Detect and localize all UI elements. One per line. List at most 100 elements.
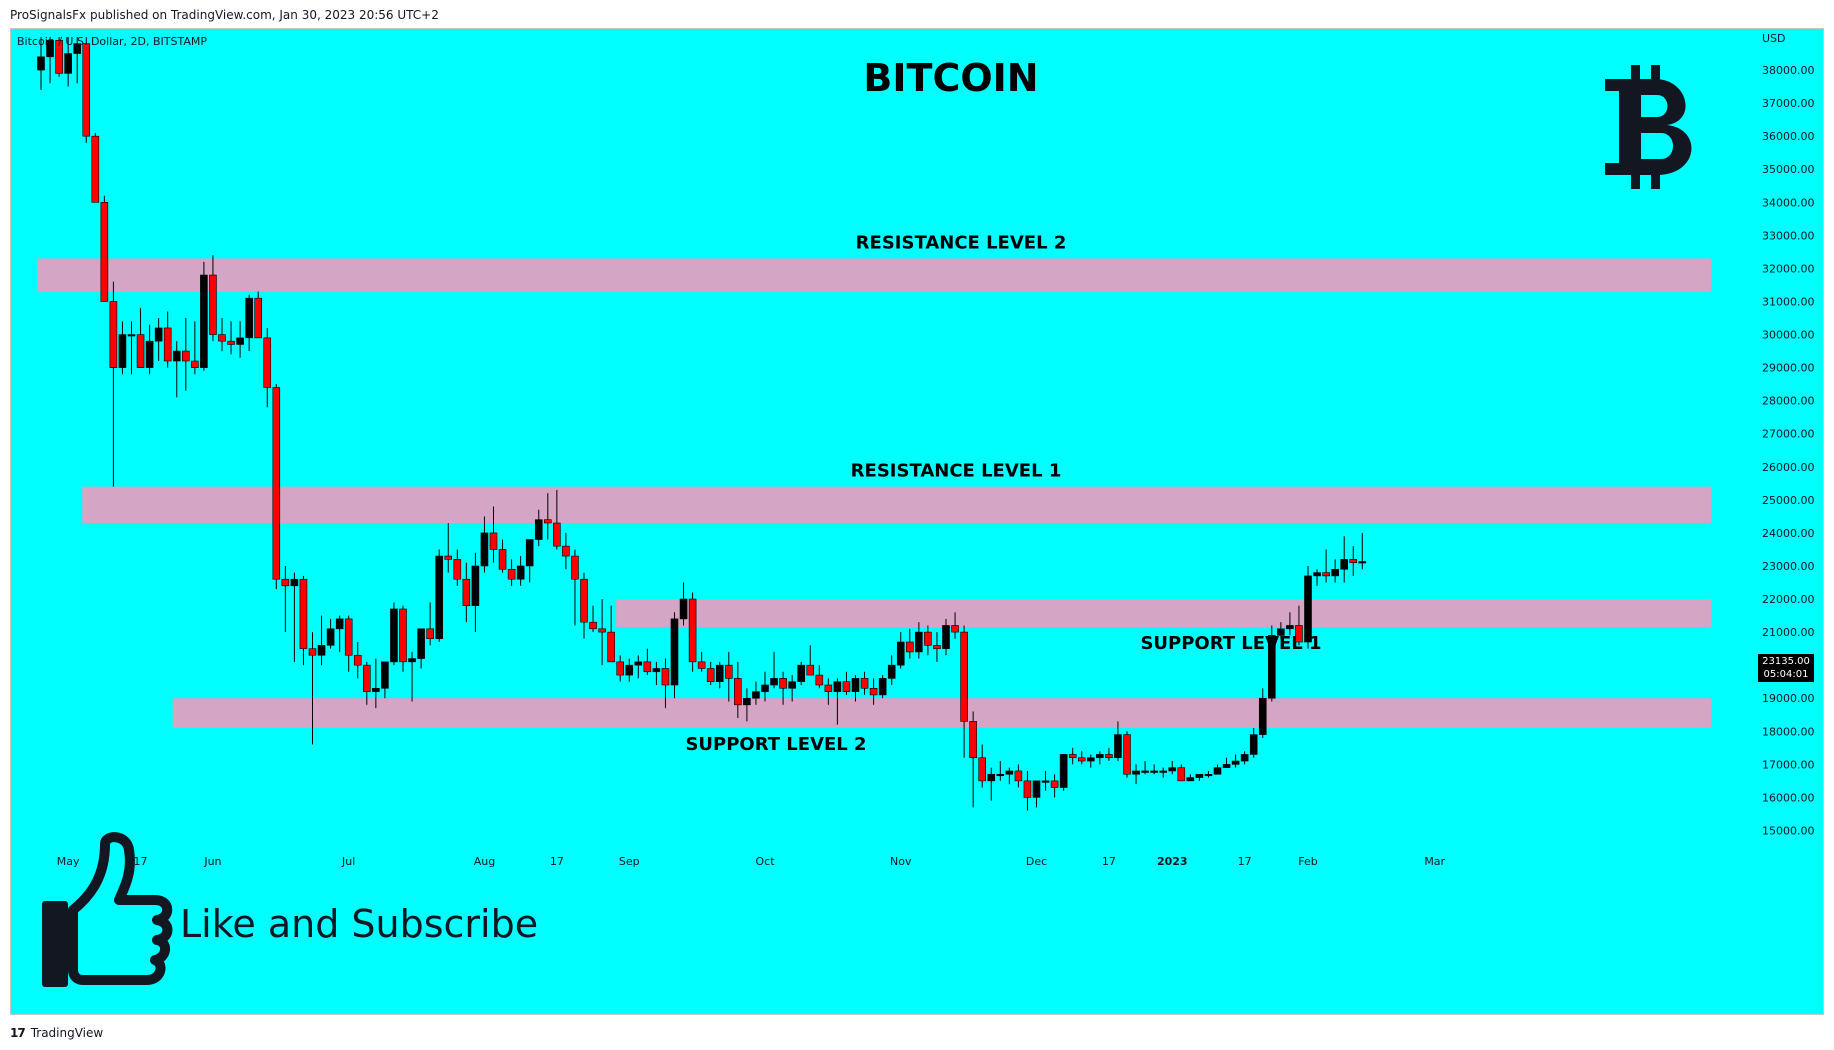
bar-countdown: 05:04:01 [1763, 669, 1809, 680]
candle-body-115 [1077, 757, 1086, 762]
candle-body-57 [553, 522, 561, 547]
candle-body-69 [661, 668, 670, 686]
candle-body-26 [272, 387, 281, 580]
zone-label-1: RESISTANCE LEVEL 1 [851, 461, 1062, 482]
candle-body-124 [1159, 770, 1167, 773]
candle-body-107 [1005, 770, 1014, 775]
candle-body-74 [706, 668, 715, 682]
candle-body-142 [1322, 572, 1330, 577]
candle-body-121 [1132, 770, 1140, 775]
candle-body-111 [1041, 780, 1050, 783]
candle-body-51 [498, 549, 507, 570]
time-tick-4: Aug [474, 855, 495, 868]
candle-body-49 [480, 532, 489, 567]
candle-body-66 [634, 661, 643, 666]
price-tick-15: 30000.00 [1762, 329, 1815, 342]
candle-body-109 [1023, 780, 1032, 798]
candle-body-54 [525, 539, 534, 567]
time-tick-8: Nov [890, 855, 912, 868]
candle-body-11 [136, 334, 145, 368]
candle-body-37 [372, 688, 380, 692]
candle-body-128 [1195, 773, 1204, 778]
candle-body-101 [951, 625, 959, 633]
published-header: ProSignalsFx published on TradingView.co… [10, 8, 439, 22]
candle-body-127 [1186, 777, 1195, 782]
candle-body-133 [1240, 754, 1249, 762]
candle-body-126 [1177, 767, 1186, 782]
time-tick-12: 17 [1238, 855, 1252, 868]
candle-body-10 [127, 334, 136, 337]
candle-body-41 [408, 658, 416, 663]
candle-body-40 [399, 608, 407, 663]
candle-body-86 [815, 674, 824, 686]
candle-body-100 [942, 625, 950, 649]
candle-body-65 [625, 664, 634, 676]
candle-body-93 [878, 678, 887, 696]
candle-body-140 [1304, 575, 1312, 643]
candle-body-122 [1141, 770, 1149, 773]
candle-body-1 [46, 40, 54, 58]
time-tick-11: 2023 [1157, 855, 1188, 868]
candle-body-28 [290, 578, 299, 587]
candle-body-31 [317, 645, 326, 656]
symbol-label: Bitcoin / U.S. Dollar, 2D, BITSTAMP [17, 35, 207, 48]
candle-body-96 [905, 641, 914, 653]
footer-brand[interactable]: TradingView [30, 1026, 104, 1040]
candle-body-53 [516, 565, 525, 580]
candle-body-48 [471, 565, 480, 606]
candle-body-97 [915, 631, 923, 653]
price-tick-11: 26000.00 [1762, 461, 1815, 474]
candle-body-91 [860, 678, 869, 689]
zone-3 [172, 698, 1711, 728]
candle-body-16 [182, 350, 190, 362]
candles-layer [37, 37, 1367, 811]
candle-body-2 [55, 40, 63, 74]
price-tick-19: 34000.00 [1762, 196, 1815, 209]
candle-body-99 [933, 645, 941, 649]
candle-body-58 [562, 545, 570, 557]
candle-body-5 [82, 43, 91, 137]
candle-body-20 [218, 334, 226, 342]
time-tick-2: Jun [203, 855, 221, 868]
thumbs-up-icon [42, 832, 173, 987]
zone-1 [82, 486, 1711, 523]
chart-frame[interactable]: RESISTANCE LEVEL 2 RESISTANCE LEVEL 1 SUPP… [10, 28, 1824, 1015]
candle-body-103 [969, 721, 977, 759]
zone-2 [616, 599, 1712, 628]
candle-body-72 [688, 598, 697, 663]
candle-body-4 [73, 43, 82, 54]
zone-0 [37, 258, 1711, 292]
candle-body-14 [163, 327, 172, 362]
candle-body-73 [697, 661, 706, 669]
zone-label-3: SUPPORT LEVEL 2 [685, 734, 866, 755]
candle-body-18 [200, 274, 208, 368]
candle-body-8 [109, 301, 118, 368]
price-tick-8: 23000.00 [1762, 560, 1815, 573]
price-tick-21: 36000.00 [1762, 130, 1815, 143]
candle-body-104 [978, 757, 987, 782]
candle-body-52 [507, 568, 516, 580]
candle-body-129 [1204, 773, 1213, 777]
candle-body-67 [643, 661, 652, 673]
candle-body-112 [1050, 780, 1059, 788]
candle-body-80 [761, 684, 769, 692]
time-tick-5: 17 [550, 855, 564, 868]
price-tick-1: 16000.00 [1762, 791, 1815, 804]
candle-body-3 [64, 53, 72, 74]
price-tick-18: 33000.00 [1762, 229, 1815, 242]
candle-body-7 [100, 202, 109, 302]
candle-body-123 [1150, 770, 1158, 773]
candle-body-137 [1277, 628, 1285, 636]
candle-body-70 [670, 618, 679, 686]
candle-body-59 [571, 555, 579, 580]
candle-body-141 [1313, 572, 1321, 577]
candle-body-79 [752, 691, 760, 699]
candle-body-136 [1268, 635, 1276, 699]
candle-body-90 [851, 678, 860, 692]
candle-body-13 [154, 327, 163, 342]
price-tick-2: 17000.00 [1762, 758, 1815, 771]
chart-canvas[interactable]: RESISTANCE LEVEL 2 RESISTANCE LEVEL 1 SUPP… [11, 29, 1824, 1015]
candle-body-92 [869, 688, 878, 696]
zones-layer: RESISTANCE LEVEL 2 RESISTANCE LEVEL 1 SUPP… [37, 233, 1712, 755]
